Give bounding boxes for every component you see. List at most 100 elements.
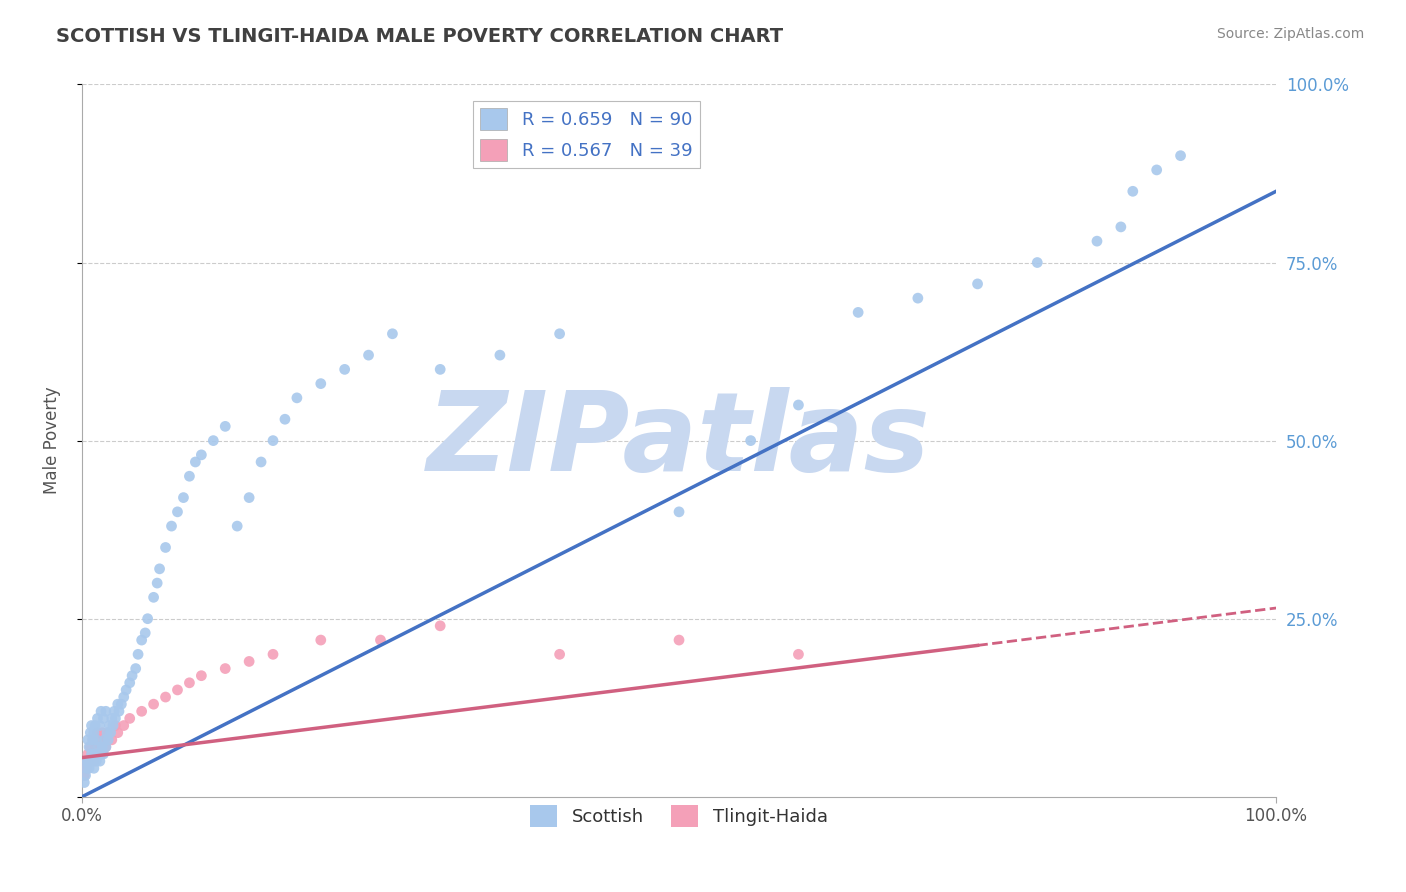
Point — [179, 469, 201, 483]
Point — [104, 711, 127, 725]
Point — [76, 761, 98, 775]
Point — [84, 739, 107, 754]
Point — [1122, 184, 1144, 198]
Point — [79, 754, 101, 768]
Point — [84, 747, 107, 761]
Point — [489, 348, 512, 362]
Point — [107, 725, 129, 739]
Point — [87, 739, 110, 754]
Legend: Scottish, Tlingit-Haida: Scottish, Tlingit-Haida — [523, 797, 835, 834]
Point — [112, 690, 135, 704]
Point — [148, 562, 170, 576]
Point — [333, 362, 356, 376]
Point — [370, 633, 392, 648]
Point — [172, 491, 194, 505]
Text: ZIPatlas: ZIPatlas — [427, 387, 931, 494]
Point — [73, 768, 96, 782]
Point — [94, 739, 117, 754]
Point — [93, 711, 115, 725]
Point — [125, 662, 148, 676]
Point — [83, 725, 105, 739]
Point — [118, 711, 141, 725]
Point — [184, 455, 207, 469]
Point — [97, 732, 120, 747]
Point — [155, 690, 177, 704]
Point — [84, 754, 107, 768]
Point — [155, 541, 177, 555]
Point — [250, 455, 273, 469]
Point — [548, 326, 571, 341]
Point — [226, 519, 249, 533]
Point — [131, 633, 153, 648]
Point — [166, 505, 188, 519]
Point — [846, 305, 869, 319]
Point — [77, 732, 100, 747]
Point — [84, 732, 107, 747]
Point — [89, 754, 111, 768]
Point — [93, 732, 115, 747]
Point — [84, 747, 107, 761]
Point — [166, 682, 188, 697]
Point — [93, 732, 115, 747]
Point — [134, 626, 156, 640]
Point — [1026, 255, 1049, 269]
Point — [79, 739, 101, 754]
Point — [112, 718, 135, 732]
Point — [77, 761, 100, 775]
Point — [77, 754, 100, 768]
Point — [160, 519, 183, 533]
Point — [429, 619, 451, 633]
Point — [190, 668, 212, 682]
Point — [787, 648, 810, 662]
Point — [80, 718, 103, 732]
Point — [103, 704, 125, 718]
Point — [1170, 149, 1192, 163]
Point — [136, 612, 159, 626]
Point — [262, 434, 284, 448]
Point — [90, 747, 112, 761]
Point — [118, 675, 141, 690]
Point — [91, 739, 114, 754]
Point — [82, 732, 104, 747]
Point — [73, 775, 96, 789]
Point — [100, 725, 122, 739]
Text: SCOTTISH VS TLINGIT-HAIDA MALE POVERTY CORRELATION CHART: SCOTTISH VS TLINGIT-HAIDA MALE POVERTY C… — [56, 27, 783, 45]
Point — [238, 655, 260, 669]
Point — [80, 747, 103, 761]
Point — [115, 682, 138, 697]
Point — [79, 725, 101, 739]
Point — [142, 697, 165, 711]
Point — [86, 747, 108, 761]
Point — [238, 491, 260, 505]
Point — [357, 348, 380, 362]
Point — [90, 704, 112, 718]
Point — [668, 505, 690, 519]
Point — [548, 648, 571, 662]
Text: Source: ZipAtlas.com: Source: ZipAtlas.com — [1216, 27, 1364, 41]
Point — [214, 419, 236, 434]
Point — [107, 697, 129, 711]
Point — [285, 391, 308, 405]
Point — [86, 711, 108, 725]
Point — [86, 725, 108, 739]
Point — [179, 675, 201, 690]
Point — [77, 739, 100, 754]
Point — [1146, 162, 1168, 177]
Point — [146, 576, 169, 591]
Point — [97, 725, 120, 739]
Point — [77, 754, 100, 768]
Point — [668, 633, 690, 648]
Y-axis label: Male Poverty: Male Poverty — [44, 387, 60, 494]
Point — [82, 754, 104, 768]
Point — [101, 718, 124, 732]
Point — [83, 761, 105, 775]
Point — [262, 648, 284, 662]
Point — [787, 398, 810, 412]
Point — [101, 732, 124, 747]
Point — [93, 747, 115, 761]
Point — [77, 747, 100, 761]
Point — [110, 697, 132, 711]
Point — [108, 704, 131, 718]
Point — [740, 434, 762, 448]
Point — [214, 662, 236, 676]
